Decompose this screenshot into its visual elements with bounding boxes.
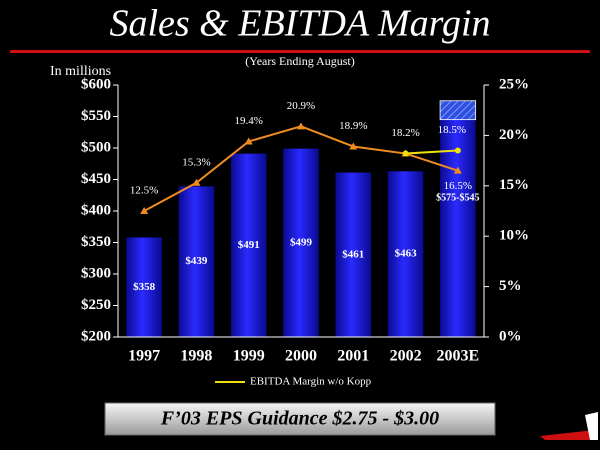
title-rule (10, 50, 590, 53)
line-marker (297, 122, 305, 130)
y-tick-label: $350 (81, 234, 111, 250)
x-tick-label: 2003E (437, 348, 480, 365)
y-tick-label: $300 (81, 265, 111, 281)
point-label: 18.2% (391, 127, 419, 139)
bar (283, 148, 319, 337)
x-tick-label: 2002 (390, 348, 422, 365)
line-marker (454, 147, 461, 154)
y2-tick-label: 15% (499, 177, 529, 193)
bar-label: $461 (342, 248, 364, 260)
y2-tick-label: 20% (499, 127, 529, 143)
bar (335, 172, 372, 337)
bar-range (439, 100, 477, 121)
bar-label: $358 (133, 281, 156, 293)
y2-tick-label: 10% (499, 228, 529, 244)
bar (387, 171, 424, 337)
line-marker (402, 150, 409, 157)
point-label: 18.5% (438, 124, 466, 136)
x-tick-label: 1998 (180, 348, 212, 365)
y-tick-label: $400 (81, 202, 111, 218)
y2-tick-label: 25% (499, 76, 529, 92)
point-label: 20.9% (287, 100, 315, 112)
chart-title: Sales & EBITDA Margin (109, 3, 490, 45)
x-tick-label: 1997 (128, 348, 160, 365)
y-tick-label: $500 (81, 139, 111, 155)
bar (440, 119, 476, 338)
point-label: 16.5% (444, 180, 472, 192)
line-marker (453, 166, 462, 174)
line-marker (349, 142, 358, 150)
bar-label: $575-$545 (436, 193, 479, 204)
footer-box (104, 402, 496, 436)
line-marker (192, 178, 201, 186)
line-marker (244, 137, 253, 145)
y2-tick-label: 5% (499, 278, 522, 294)
y-axis-label: In millions (50, 64, 111, 79)
bar-label: $439 (185, 255, 208, 267)
point-label: 18.9% (339, 120, 367, 132)
y2-tick-label: 0% (499, 328, 522, 344)
y-tick-label: $450 (81, 171, 111, 187)
bar (230, 153, 267, 337)
y-tick-label: $550 (81, 108, 111, 124)
x-tick-label: 1999 (233, 348, 265, 365)
subtitle: (Years Ending August) (245, 54, 354, 68)
bar-label: $499 (290, 236, 313, 248)
y-tick-label: $600 (81, 76, 111, 92)
y-tick-label: $250 (81, 297, 111, 313)
y-tick-label: $200 (81, 328, 111, 344)
point-label: 12.5% (130, 185, 158, 197)
point-label: 19.4% (235, 115, 263, 127)
bar-label: $463 (395, 248, 418, 260)
bar (126, 237, 162, 337)
bar (178, 186, 215, 337)
point-label: 15.3% (182, 156, 210, 168)
x-tick-label: 2000 (285, 348, 317, 365)
line-series (405, 149, 458, 155)
bar-label: $491 (238, 239, 260, 251)
logo (540, 430, 598, 440)
footer: F’03 EPS Guidance $2.75 - $3.00 (160, 408, 439, 430)
logo (585, 412, 598, 440)
x-tick-label: 2001 (337, 348, 369, 365)
line-marker (140, 207, 149, 214)
legend-label: EBITDA Margin w/o Kopp (250, 376, 372, 388)
